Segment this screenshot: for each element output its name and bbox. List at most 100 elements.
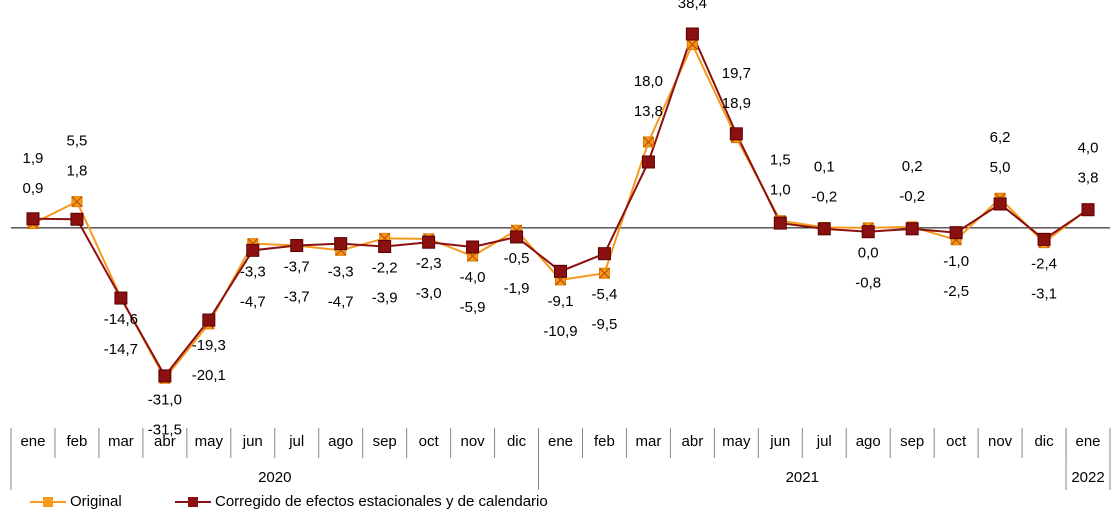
marker-box [114, 291, 128, 305]
x-tick-label: ene [548, 433, 573, 450]
point-marker [598, 267, 610, 279]
data-label: 18,9 [722, 95, 751, 112]
x-tick-label: mar [635, 433, 661, 450]
x-tick-label: jul [288, 433, 304, 450]
data-label: -4,7 [328, 293, 354, 310]
marker-box [641, 155, 655, 169]
x-tick-label: ago [856, 433, 881, 450]
data-label: 13,8 [634, 103, 663, 120]
marker-cross [71, 196, 83, 208]
point-marker [26, 212, 40, 226]
marker-box [993, 197, 1007, 211]
legend-label: Original [70, 493, 122, 510]
point-marker [1081, 203, 1095, 217]
point-marker [949, 226, 963, 240]
point-marker [70, 212, 84, 226]
x-tick-label: dic [507, 433, 527, 450]
data-label: -0,8 [855, 275, 881, 292]
data-label: -3,1 [1031, 286, 1057, 303]
marker-box [246, 243, 260, 257]
data-label: 1,9 [23, 150, 44, 167]
data-label: -2,5 [943, 283, 969, 300]
data-label: 0,2 [902, 158, 923, 175]
marker-box [422, 235, 436, 249]
data-label: -4,7 [240, 293, 266, 310]
data-label: 0,9 [23, 180, 44, 197]
data-label: -0,2 [899, 188, 925, 205]
data-label: -0,2 [811, 188, 837, 205]
legend-label: Corregido de efectos estacionales y de c… [215, 493, 548, 510]
marker-box [1037, 232, 1051, 246]
marker-box [378, 239, 392, 253]
x-tick-label: abr [154, 433, 176, 450]
point-marker [685, 27, 699, 41]
point-marker [290, 239, 304, 253]
x-tick-label: oct [946, 433, 967, 450]
data-label: 19,7 [722, 65, 751, 82]
data-label: -3,7 [284, 259, 310, 276]
marker-box [26, 212, 40, 226]
year-label: 2020 [258, 469, 291, 486]
marker-box [817, 222, 831, 236]
data-label: 5,5 [67, 133, 88, 150]
point-marker [378, 239, 392, 253]
data-label: -20,1 [192, 367, 226, 384]
marker-cross [642, 136, 654, 148]
data-label: -3,3 [328, 263, 354, 280]
x-tick-label: oct [419, 433, 440, 450]
x-tick-label: may [722, 433, 751, 450]
marker-box [554, 264, 567, 278]
marker-box [202, 313, 216, 327]
marker-box [334, 237, 348, 251]
x-tick-label: sep [900, 433, 924, 450]
data-label: -5,9 [460, 299, 486, 316]
x-tick-label: feb [594, 433, 615, 450]
marker-box [949, 226, 963, 240]
point-marker [114, 291, 128, 305]
data-label: -2,4 [1031, 256, 1057, 273]
data-label: 5,0 [990, 159, 1011, 176]
marker-cross [686, 39, 698, 50]
point-marker [246, 243, 260, 257]
data-label: -9,5 [592, 316, 618, 333]
marker-box [510, 230, 524, 244]
year-label: 2021 [786, 469, 819, 486]
marker-box [1081, 203, 1095, 217]
point-marker [641, 155, 655, 169]
point-marker [597, 247, 611, 261]
x-tick-label: jun [769, 433, 790, 450]
marker-box [466, 240, 480, 254]
data-label: -2,3 [416, 255, 442, 272]
x-tick-label: ago [328, 433, 353, 450]
point-marker [861, 225, 875, 239]
marker-box [729, 127, 743, 141]
data-label: -3,0 [416, 285, 442, 302]
point-marker [422, 235, 436, 249]
x-tick-label: mar [108, 433, 134, 450]
data-label: -0,5 [504, 250, 530, 267]
data-label: -14,6 [104, 311, 138, 328]
point-marker [642, 136, 654, 148]
x-tick-label: jun [242, 433, 263, 450]
point-marker [686, 39, 698, 51]
marker-box [70, 212, 84, 226]
data-label: 1,5 [770, 152, 791, 169]
data-label: 1,8 [67, 163, 88, 180]
year-label: 2022 [1071, 469, 1104, 486]
data-label: -5,4 [592, 286, 618, 303]
marker-box [685, 27, 699, 41]
legend-marker [188, 497, 198, 507]
point-marker [993, 197, 1007, 211]
point-marker [71, 196, 83, 208]
point-marker [510, 230, 524, 244]
marker-box [905, 222, 919, 236]
point-marker [729, 127, 743, 141]
data-label: 18,0 [634, 73, 663, 90]
data-label: 0,1 [814, 158, 835, 175]
x-tick-label: ene [20, 433, 45, 450]
marker-box [290, 239, 304, 253]
data-label: -2,2 [372, 259, 398, 276]
data-label: -1,9 [504, 280, 530, 297]
marker-box [861, 225, 875, 239]
marker-box [597, 247, 611, 261]
